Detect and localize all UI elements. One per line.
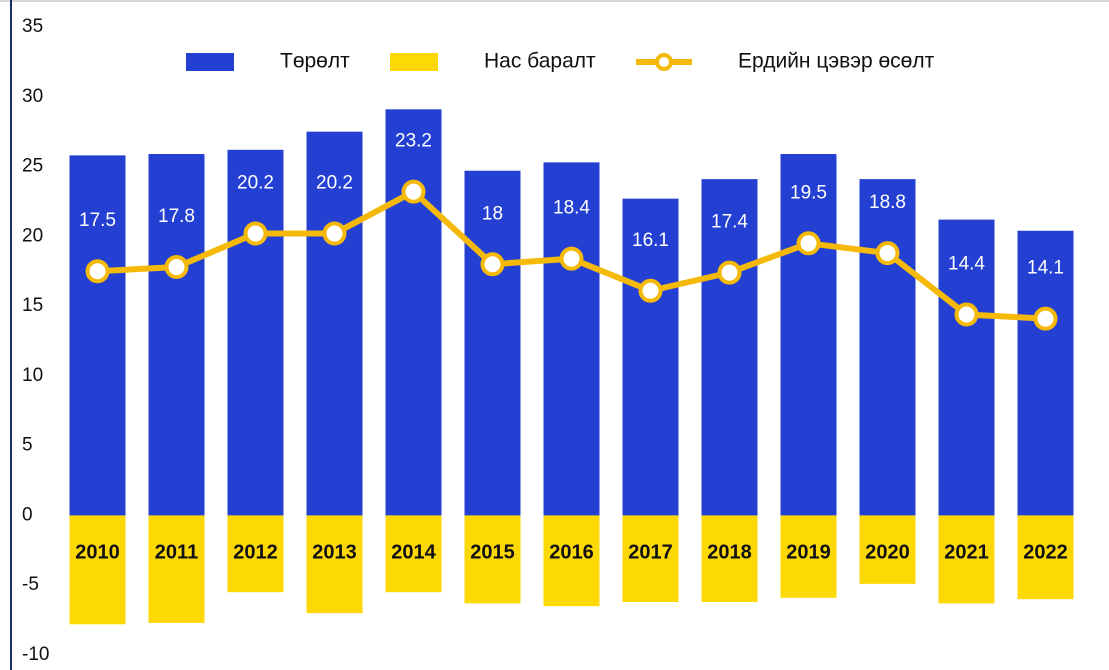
data-label: 19.5	[790, 182, 827, 203]
y-tick-label: 35	[22, 16, 43, 37]
data-label: 18.4	[553, 198, 590, 219]
legend-swatch	[390, 53, 438, 71]
x-tick-label: 2015	[470, 541, 515, 563]
line-point	[875, 241, 900, 266]
bar	[1017, 515, 1074, 600]
legend-swatch	[186, 53, 234, 71]
data-label: 14.1	[1027, 258, 1064, 279]
legend-label: Ердийн цэвэр өсөлт	[738, 50, 935, 73]
line-point	[1033, 306, 1058, 331]
bar	[701, 515, 758, 602]
data-label: 16.1	[632, 230, 669, 251]
x-tick-label: 2021	[944, 541, 989, 563]
bar	[148, 153, 205, 516]
data-label: 14.4	[948, 254, 985, 275]
line-point	[717, 260, 742, 285]
data-label: 18.8	[869, 192, 906, 213]
y-tick-label: 30	[22, 86, 43, 107]
x-tick-label: 2022	[1023, 541, 1068, 563]
y-tick-label: 20	[22, 225, 43, 246]
y-tick-label: -5	[22, 574, 39, 595]
x-tick-label: 2016	[549, 541, 594, 563]
x-tick-label: 2013	[312, 541, 357, 563]
data-label: 17.5	[79, 210, 116, 231]
bar	[306, 515, 363, 614]
data-label: 23.2	[395, 131, 432, 152]
line-point	[401, 179, 426, 204]
bar	[385, 109, 442, 516]
x-tick-label: 2018	[707, 541, 752, 563]
y-tick-label: 5	[22, 435, 33, 456]
line-point	[480, 252, 505, 277]
bar	[938, 219, 995, 516]
line-point	[954, 302, 979, 327]
legend-label: Нас баралт	[484, 50, 596, 73]
bar	[859, 179, 916, 516]
line-point	[638, 278, 663, 303]
bar	[543, 162, 600, 516]
data-label: 18	[482, 203, 503, 224]
x-tick-label: 2019	[786, 541, 831, 563]
line-point	[322, 221, 347, 246]
bar	[69, 155, 126, 516]
line-point	[243, 221, 268, 246]
bar	[701, 179, 758, 516]
bar	[622, 515, 679, 602]
legend-label: Төрөлт	[280, 50, 350, 73]
y-tick-label: 15	[22, 295, 43, 316]
bar	[1017, 230, 1074, 516]
x-tick-label: 2020	[865, 541, 910, 563]
bar	[543, 515, 600, 607]
x-tick-label: 2014	[391, 541, 436, 563]
bar	[464, 515, 521, 604]
line-point	[164, 255, 189, 280]
data-label: 20.2	[316, 173, 353, 194]
bar	[385, 515, 442, 593]
x-tick-label: 2012	[233, 541, 278, 563]
data-label: 17.4	[711, 212, 748, 233]
line-point	[796, 231, 821, 256]
y-tick-label: 10	[22, 365, 43, 386]
bar	[859, 515, 916, 584]
y-tick-label: 0	[22, 504, 33, 525]
bar	[148, 515, 205, 623]
bar	[69, 515, 126, 625]
data-label: 20.2	[237, 173, 274, 194]
bar	[780, 515, 837, 598]
line-point	[85, 259, 110, 284]
x-tick-label: 2010	[75, 541, 120, 563]
x-tick-label: 2011	[155, 541, 198, 563]
y-tick-label: -10	[22, 644, 49, 665]
legend-swatch	[655, 53, 673, 71]
y-tick-label: 25	[22, 156, 43, 177]
data-label: 17.8	[158, 206, 195, 227]
bar	[306, 131, 363, 516]
bar	[227, 515, 284, 593]
bar	[938, 515, 995, 604]
bar	[622, 198, 679, 516]
bar	[464, 170, 521, 516]
bar	[227, 149, 284, 516]
line-point	[559, 246, 584, 271]
x-tick-label: 2017	[628, 541, 673, 563]
bar	[780, 153, 837, 516]
